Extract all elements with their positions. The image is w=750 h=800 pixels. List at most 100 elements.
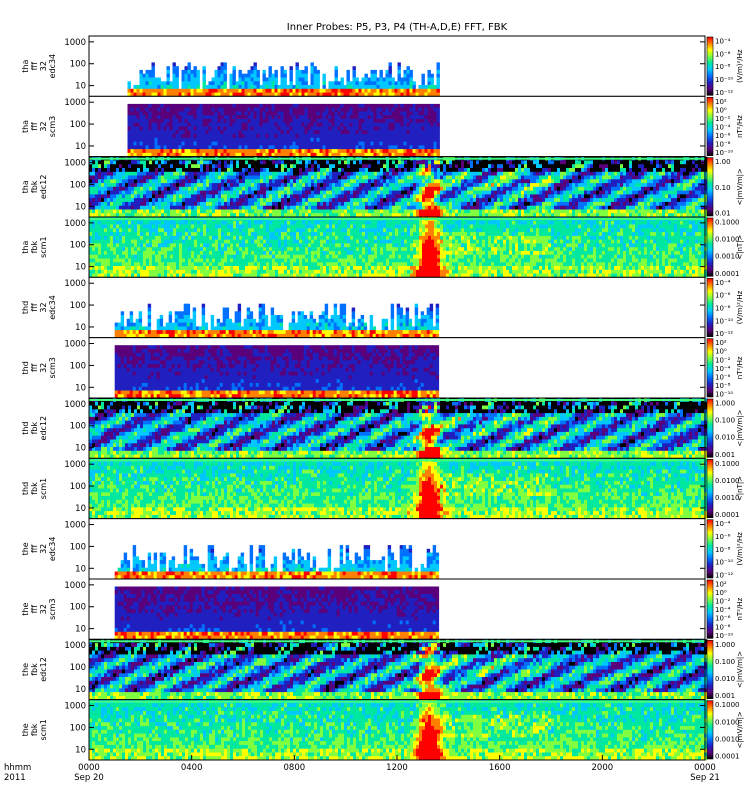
colorbar-unit-label: nT²/Hz (736, 597, 744, 620)
panel-label-line: the (21, 663, 30, 676)
panel-label-line: 32 (39, 363, 48, 373)
colorbar-tick-label: 0.1000 (715, 701, 740, 709)
panel-label-line: fbk (30, 663, 39, 676)
panel-label-line: the (21, 723, 30, 736)
panel-label-line: tha (21, 60, 30, 73)
colorbar-tick-label: 10⁻² (715, 356, 731, 364)
panel-label-line: thd (21, 301, 30, 314)
y-tick-label: 10 (75, 444, 86, 454)
colorbar (707, 218, 713, 276)
panel-label-line: 32 (39, 604, 48, 614)
x-tick-label: 0800 (284, 763, 306, 773)
colorbar-tick-label: 10⁻¹⁰ (715, 317, 733, 325)
panel-label-line: scm3 (48, 116, 57, 137)
y-tick-label: 10 (75, 745, 86, 755)
spectrogram-image (89, 639, 707, 700)
x-tick-label: 0000 (694, 763, 716, 773)
colorbar-tick-label: 10⁻⁸ (715, 382, 731, 390)
colorbar-unit-label: <|mV/m|> (736, 409, 744, 446)
panel-label-line: scm1 (39, 236, 48, 257)
x-tick-label: 1200 (386, 763, 408, 773)
colorbar (707, 399, 713, 457)
panel-label-line: fbk (30, 723, 39, 736)
colorbar-tick-label: 0.1000 (715, 460, 740, 468)
y-tick-label: 10 (75, 142, 86, 152)
colorbar-tick-label: 0.001 (715, 451, 735, 459)
colorbar-tick-label: 10⁰ (715, 106, 727, 114)
y-tick-label: 1000 (64, 400, 86, 410)
colorbar-tick-label: 10⁻¹⁰ (715, 149, 733, 157)
spectrogram-image (89, 458, 707, 519)
colorbar-tick-label: 10⁻⁸ (715, 63, 731, 71)
panel-label-line: edc34 (48, 54, 57, 79)
y-tick-label: 1000 (64, 460, 86, 470)
panel-label-line: fff (30, 303, 39, 312)
panel-label-line: edc12 (39, 175, 48, 200)
colorbar-tick-label: 10⁰ (715, 348, 727, 356)
y-tick-label: 1000 (64, 521, 86, 531)
y-tick-label: 1000 (64, 702, 86, 712)
panel-label-line: 32 (39, 544, 48, 554)
y-tick-label: 1000 (64, 98, 86, 108)
colorbar-tick-label: 1.000 (715, 400, 735, 408)
colorbar (707, 459, 713, 517)
y-tick-label: 1000 (64, 38, 86, 48)
colorbar-unit-label: <|mV/m|> (736, 168, 744, 205)
colorbar-tick-label: 0.100 (715, 658, 735, 666)
colorbar-tick-label: 10⁻⁶ (715, 615, 731, 623)
spectrogram-image (115, 587, 439, 640)
colorbar-tick-label: 10⁻⁴ (715, 520, 731, 528)
colorbar (707, 97, 713, 155)
colorbar-tick-label: 10⁻⁶ (715, 533, 731, 541)
spectrogram-image (89, 398, 707, 459)
colorbar-tick-label: 10⁻⁸ (715, 305, 731, 313)
y-tick-label: 100 (70, 603, 86, 613)
panel-label-line: fbk (30, 482, 39, 495)
y-tick-label: 100 (70, 180, 86, 190)
colorbar (707, 640, 713, 698)
colorbar-tick-label: 10² (715, 581, 727, 589)
y-tick-label: 10 (75, 263, 86, 273)
y-tick-label: 100 (70, 663, 86, 673)
y-tick-label: 100 (70, 60, 86, 70)
colorbar-tick-label: 10⁻¹⁰ (715, 559, 733, 567)
colorbar-tick-label: 10⁻¹⁰ (715, 391, 733, 399)
colorbar-tick-label: 10⁻⁸ (715, 623, 731, 631)
panel-label-line: edc34 (48, 295, 57, 320)
y-tick-label: 1000 (64, 641, 86, 651)
spectrogram-image (128, 104, 440, 157)
colorbar-tick-label: 10⁻⁶ (715, 292, 731, 300)
colorbar-tick-label: 10⁻⁴ (715, 38, 731, 46)
colorbar-tick-label: 10⁻⁶ (715, 50, 731, 58)
colorbar-tick-label: 10⁰ (715, 589, 727, 597)
colorbar (707, 701, 713, 759)
y-tick-label: 1000 (64, 279, 86, 289)
colorbar-unit-label: <|nT|> (736, 476, 744, 501)
y-tick-label: 10 (75, 504, 86, 514)
colorbar-tick-label: 10⁻⁸ (715, 546, 731, 554)
time-axis-label: hhmm (4, 763, 31, 773)
x-tick-label: 1600 (489, 763, 511, 773)
colorbar (707, 520, 713, 578)
panel-label-line: fff (30, 62, 39, 71)
colorbar-unit-label: (V/m)²/Hz (736, 49, 744, 83)
panel-label-line: tha (21, 120, 30, 133)
panel-label-line: the (21, 603, 30, 616)
y-tick-label: 100 (70, 301, 86, 311)
spectrogram-image (89, 157, 707, 218)
colorbar-tick-label: 0.0001 (715, 270, 740, 278)
colorbar-tick-label: 0.1000 (715, 219, 740, 227)
colorbar-tick-label: 10⁻¹² (715, 572, 733, 580)
spectrogram-image (89, 700, 707, 761)
panel-label-line: fff (30, 605, 39, 614)
panel-label-line: thd (21, 422, 30, 435)
colorbar-unit-label: nT²/Hz (736, 356, 744, 379)
colorbar (707, 37, 713, 95)
